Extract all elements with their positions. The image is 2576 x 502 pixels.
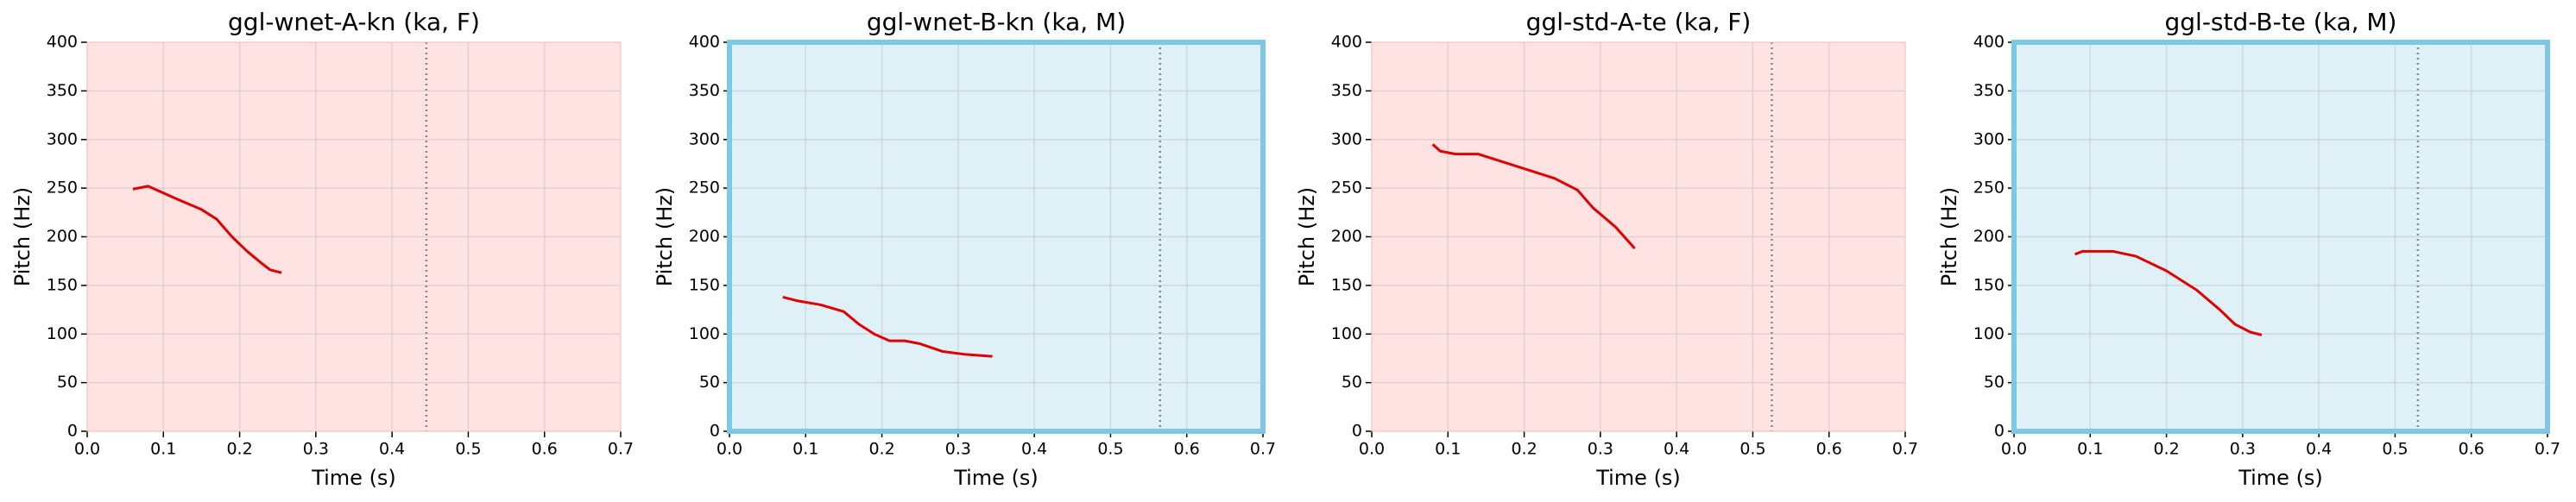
pitch-line <box>1431 143 1636 250</box>
chart-title: ggl-wnet-A-kn (ka, F) <box>228 8 480 36</box>
y-tick-label: 150 <box>1973 275 2005 294</box>
x-tick-label: 0.3 <box>303 440 329 459</box>
x-tick-label: 0.4 <box>379 440 405 459</box>
y-tick-label: 350 <box>47 81 78 100</box>
x-axis-label: Time (s) <box>2238 466 2323 490</box>
y-axis-label: Pitch (Hz) <box>10 187 35 286</box>
y-tick-label: 100 <box>47 324 78 343</box>
plot-frame <box>86 41 622 432</box>
x-tick-label: 0.1 <box>2077 440 2103 459</box>
x-tick-label: 0.5 <box>1097 440 1123 459</box>
x-tick-label: 0.1 <box>150 440 176 459</box>
y-tick-label: 350 <box>689 81 720 100</box>
y-axis-label: Pitch (Hz) <box>1295 187 1319 286</box>
chart-title: ggl-wnet-B-kn (ka, M) <box>867 8 1126 36</box>
y-tick-label: 50 <box>699 373 720 392</box>
x-tick-label: 0.7 <box>2535 440 2560 459</box>
y-tick-label: 250 <box>1973 179 2005 198</box>
pitch-line <box>2074 249 2263 336</box>
x-tick-label: 0.4 <box>1021 440 1047 459</box>
y-tick-label: 150 <box>47 275 78 294</box>
x-tick-label: 0.2 <box>868 440 894 459</box>
y-tick-label: 300 <box>1331 129 1362 148</box>
plot-background <box>87 42 621 431</box>
x-tick-label: 0.4 <box>2306 440 2332 459</box>
y-tick-label: 150 <box>1331 275 1362 294</box>
y-tick-label: 100 <box>689 324 720 343</box>
x-axis-label: Time (s) <box>1595 466 1681 490</box>
y-tick-label: 0 <box>1352 422 1362 441</box>
x-tick-label: 0.0 <box>1359 440 1385 459</box>
plot-background <box>2014 42 2548 431</box>
y-tick-label: 0 <box>1994 422 2005 441</box>
x-tick-label: 0.4 <box>1664 440 1689 459</box>
x-tick-label: 0.1 <box>792 440 818 459</box>
y-axis-label: Pitch (Hz) <box>1937 187 1961 286</box>
x-tick-label: 0.2 <box>2153 440 2179 459</box>
chart-title: ggl-std-A-te (ka, F) <box>1526 8 1752 36</box>
x-axis-label: Time (s) <box>953 466 1039 490</box>
y-tick-label: 400 <box>47 33 78 52</box>
x-tick-label: 0.0 <box>74 440 100 459</box>
y-tick-label: 400 <box>1331 33 1362 52</box>
y-tick-label: 400 <box>1973 33 2005 52</box>
x-tick-label: 0.1 <box>1435 440 1461 459</box>
pitch-line <box>132 185 282 274</box>
pitch-line <box>782 295 993 358</box>
x-tick-label: 0.6 <box>2459 440 2484 459</box>
y-tick-label: 150 <box>689 275 720 294</box>
y-tick-label: 250 <box>689 179 720 198</box>
y-tick-label: 100 <box>1331 324 1362 343</box>
x-tick-label: 0.7 <box>1892 440 1918 459</box>
x-tick-label: 0.0 <box>717 440 742 459</box>
y-tick-label: 250 <box>47 179 78 198</box>
y-tick-label: 250 <box>1331 179 1362 198</box>
y-tick-label: 200 <box>1331 227 1362 246</box>
y-tick-label: 400 <box>689 33 720 52</box>
x-tick-label: 0.5 <box>455 440 481 459</box>
plot-frame <box>2011 40 2550 434</box>
y-tick-label: 200 <box>47 227 78 246</box>
x-tick-label: 0.7 <box>1250 440 1276 459</box>
x-tick-label: 0.3 <box>2230 440 2256 459</box>
y-tick-label: 100 <box>1973 324 2005 343</box>
y-tick-label: 300 <box>1973 129 2005 148</box>
y-tick-label: 350 <box>1331 81 1362 100</box>
x-tick-label: 0.6 <box>1174 440 1200 459</box>
y-tick-label: 50 <box>1342 373 1362 392</box>
x-tick-label: 0.2 <box>1511 440 1537 459</box>
y-tick-label: 350 <box>1973 81 2005 100</box>
y-axis-label: Pitch (Hz) <box>653 187 677 286</box>
plot-background <box>1372 42 1905 431</box>
y-tick-label: 300 <box>47 129 78 148</box>
x-tick-label: 0.6 <box>532 440 558 459</box>
plot-frame <box>727 40 1266 434</box>
x-tick-label: 0.3 <box>1588 440 1613 459</box>
y-tick-label: 200 <box>689 227 720 246</box>
x-tick-label: 0.2 <box>226 440 252 459</box>
y-tick-label: 50 <box>1984 373 2005 392</box>
chart-title: ggl-std-B-te (ka, M) <box>2165 8 2397 36</box>
y-tick-label: 0 <box>67 422 78 441</box>
plot-background <box>729 42 1263 431</box>
y-tick-label: 200 <box>1973 227 2005 246</box>
x-tick-label: 0.5 <box>2382 440 2408 459</box>
x-tick-label: 0.6 <box>1816 440 1842 459</box>
x-tick-label: 0.0 <box>2001 440 2027 459</box>
y-tick-label: 50 <box>57 373 78 392</box>
plot-frame <box>1371 41 1906 432</box>
y-tick-label: 300 <box>689 129 720 148</box>
x-tick-label: 0.3 <box>945 440 971 459</box>
x-tick-label: 0.7 <box>608 440 634 459</box>
y-tick-label: 0 <box>710 422 720 441</box>
x-tick-label: 0.5 <box>1739 440 1765 459</box>
x-axis-label: Time (s) <box>311 466 396 490</box>
